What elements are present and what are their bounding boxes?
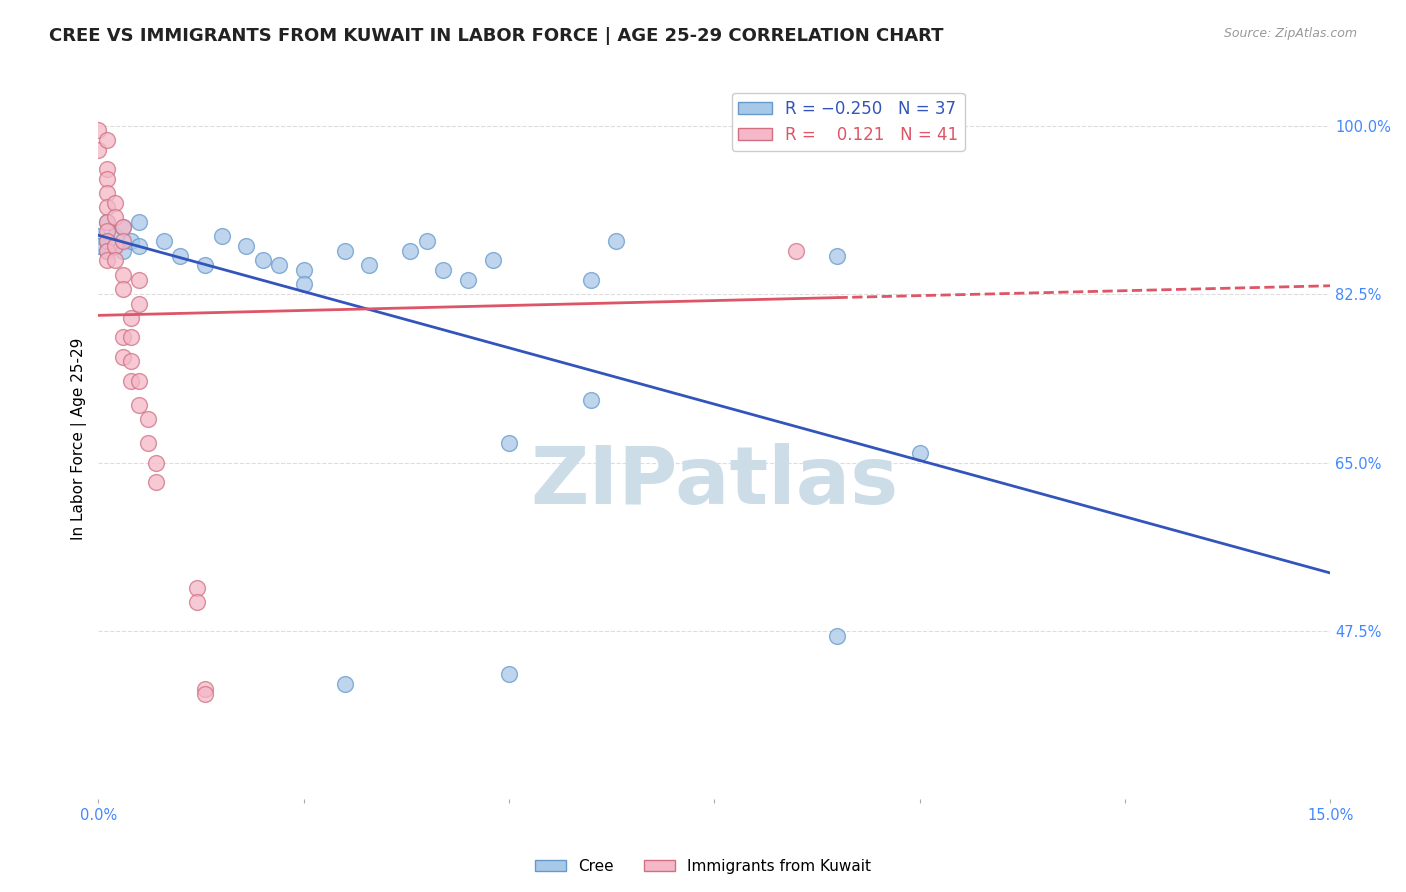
Point <box>235 239 257 253</box>
Point <box>120 234 142 248</box>
Point <box>104 239 127 253</box>
Point <box>333 677 356 691</box>
Legend: R = −0.250   N = 37, R =    0.121   N = 41: R = −0.250 N = 37, R = 0.121 N = 41 <box>731 93 965 151</box>
Point <box>186 581 208 595</box>
Point <box>211 229 233 244</box>
Point <box>111 219 134 234</box>
Point <box>87 239 110 253</box>
Point <box>153 234 176 248</box>
Point <box>111 268 134 282</box>
Point <box>416 234 439 248</box>
Point <box>128 374 150 388</box>
Point <box>111 282 134 296</box>
Point <box>145 475 167 489</box>
Point <box>145 456 167 470</box>
Text: ZIPatlas: ZIPatlas <box>530 442 898 521</box>
Point <box>136 436 159 450</box>
Point <box>120 330 142 344</box>
Point <box>785 244 807 258</box>
Point <box>169 248 191 262</box>
Point <box>111 219 134 234</box>
Point <box>432 263 454 277</box>
Point <box>104 239 127 253</box>
Point <box>194 681 217 696</box>
Point <box>111 234 134 248</box>
Point <box>908 446 931 460</box>
Point <box>120 354 142 368</box>
Point <box>96 201 118 215</box>
Point <box>96 244 118 258</box>
Point <box>96 133 118 147</box>
Point <box>605 234 627 248</box>
Point <box>120 311 142 326</box>
Point <box>96 224 118 238</box>
Point <box>136 412 159 426</box>
Text: Source: ZipAtlas.com: Source: ZipAtlas.com <box>1223 27 1357 40</box>
Point <box>96 215 118 229</box>
Point <box>128 239 150 253</box>
Text: CREE VS IMMIGRANTS FROM KUWAIT IN LABOR FORCE | AGE 25-29 CORRELATION CHART: CREE VS IMMIGRANTS FROM KUWAIT IN LABOR … <box>49 27 943 45</box>
Point <box>104 253 127 268</box>
Point <box>827 123 849 137</box>
Point <box>194 687 217 701</box>
Point <box>827 629 849 643</box>
Point <box>120 374 142 388</box>
Point <box>128 272 150 286</box>
Point <box>128 296 150 310</box>
Point <box>96 244 118 258</box>
Point <box>96 253 118 268</box>
Point <box>186 595 208 609</box>
Point <box>579 272 602 286</box>
Point <box>399 244 422 258</box>
Point <box>128 215 150 229</box>
Point <box>96 234 118 248</box>
Point <box>292 277 315 292</box>
Point <box>96 215 118 229</box>
Point <box>87 143 110 157</box>
Point <box>96 161 118 176</box>
Point <box>252 253 274 268</box>
Point <box>333 244 356 258</box>
Point <box>498 436 520 450</box>
Point <box>128 398 150 412</box>
Legend: Cree, Immigrants from Kuwait: Cree, Immigrants from Kuwait <box>529 853 877 880</box>
Point <box>111 244 134 258</box>
Point <box>267 258 290 272</box>
Point <box>457 272 479 286</box>
Point <box>96 186 118 200</box>
Point <box>579 392 602 407</box>
Point <box>359 258 381 272</box>
Point <box>481 253 503 268</box>
Point <box>96 171 118 186</box>
Point <box>194 258 217 272</box>
Point <box>87 229 110 244</box>
Point <box>292 263 315 277</box>
Point <box>827 248 849 262</box>
Point <box>104 229 127 244</box>
Point <box>87 123 110 137</box>
Point <box>498 667 520 681</box>
Point <box>104 210 127 224</box>
Point <box>111 330 134 344</box>
Y-axis label: In Labor Force | Age 25-29: In Labor Force | Age 25-29 <box>72 337 87 540</box>
Point <box>96 234 118 248</box>
Point <box>111 350 134 364</box>
Point <box>104 195 127 210</box>
